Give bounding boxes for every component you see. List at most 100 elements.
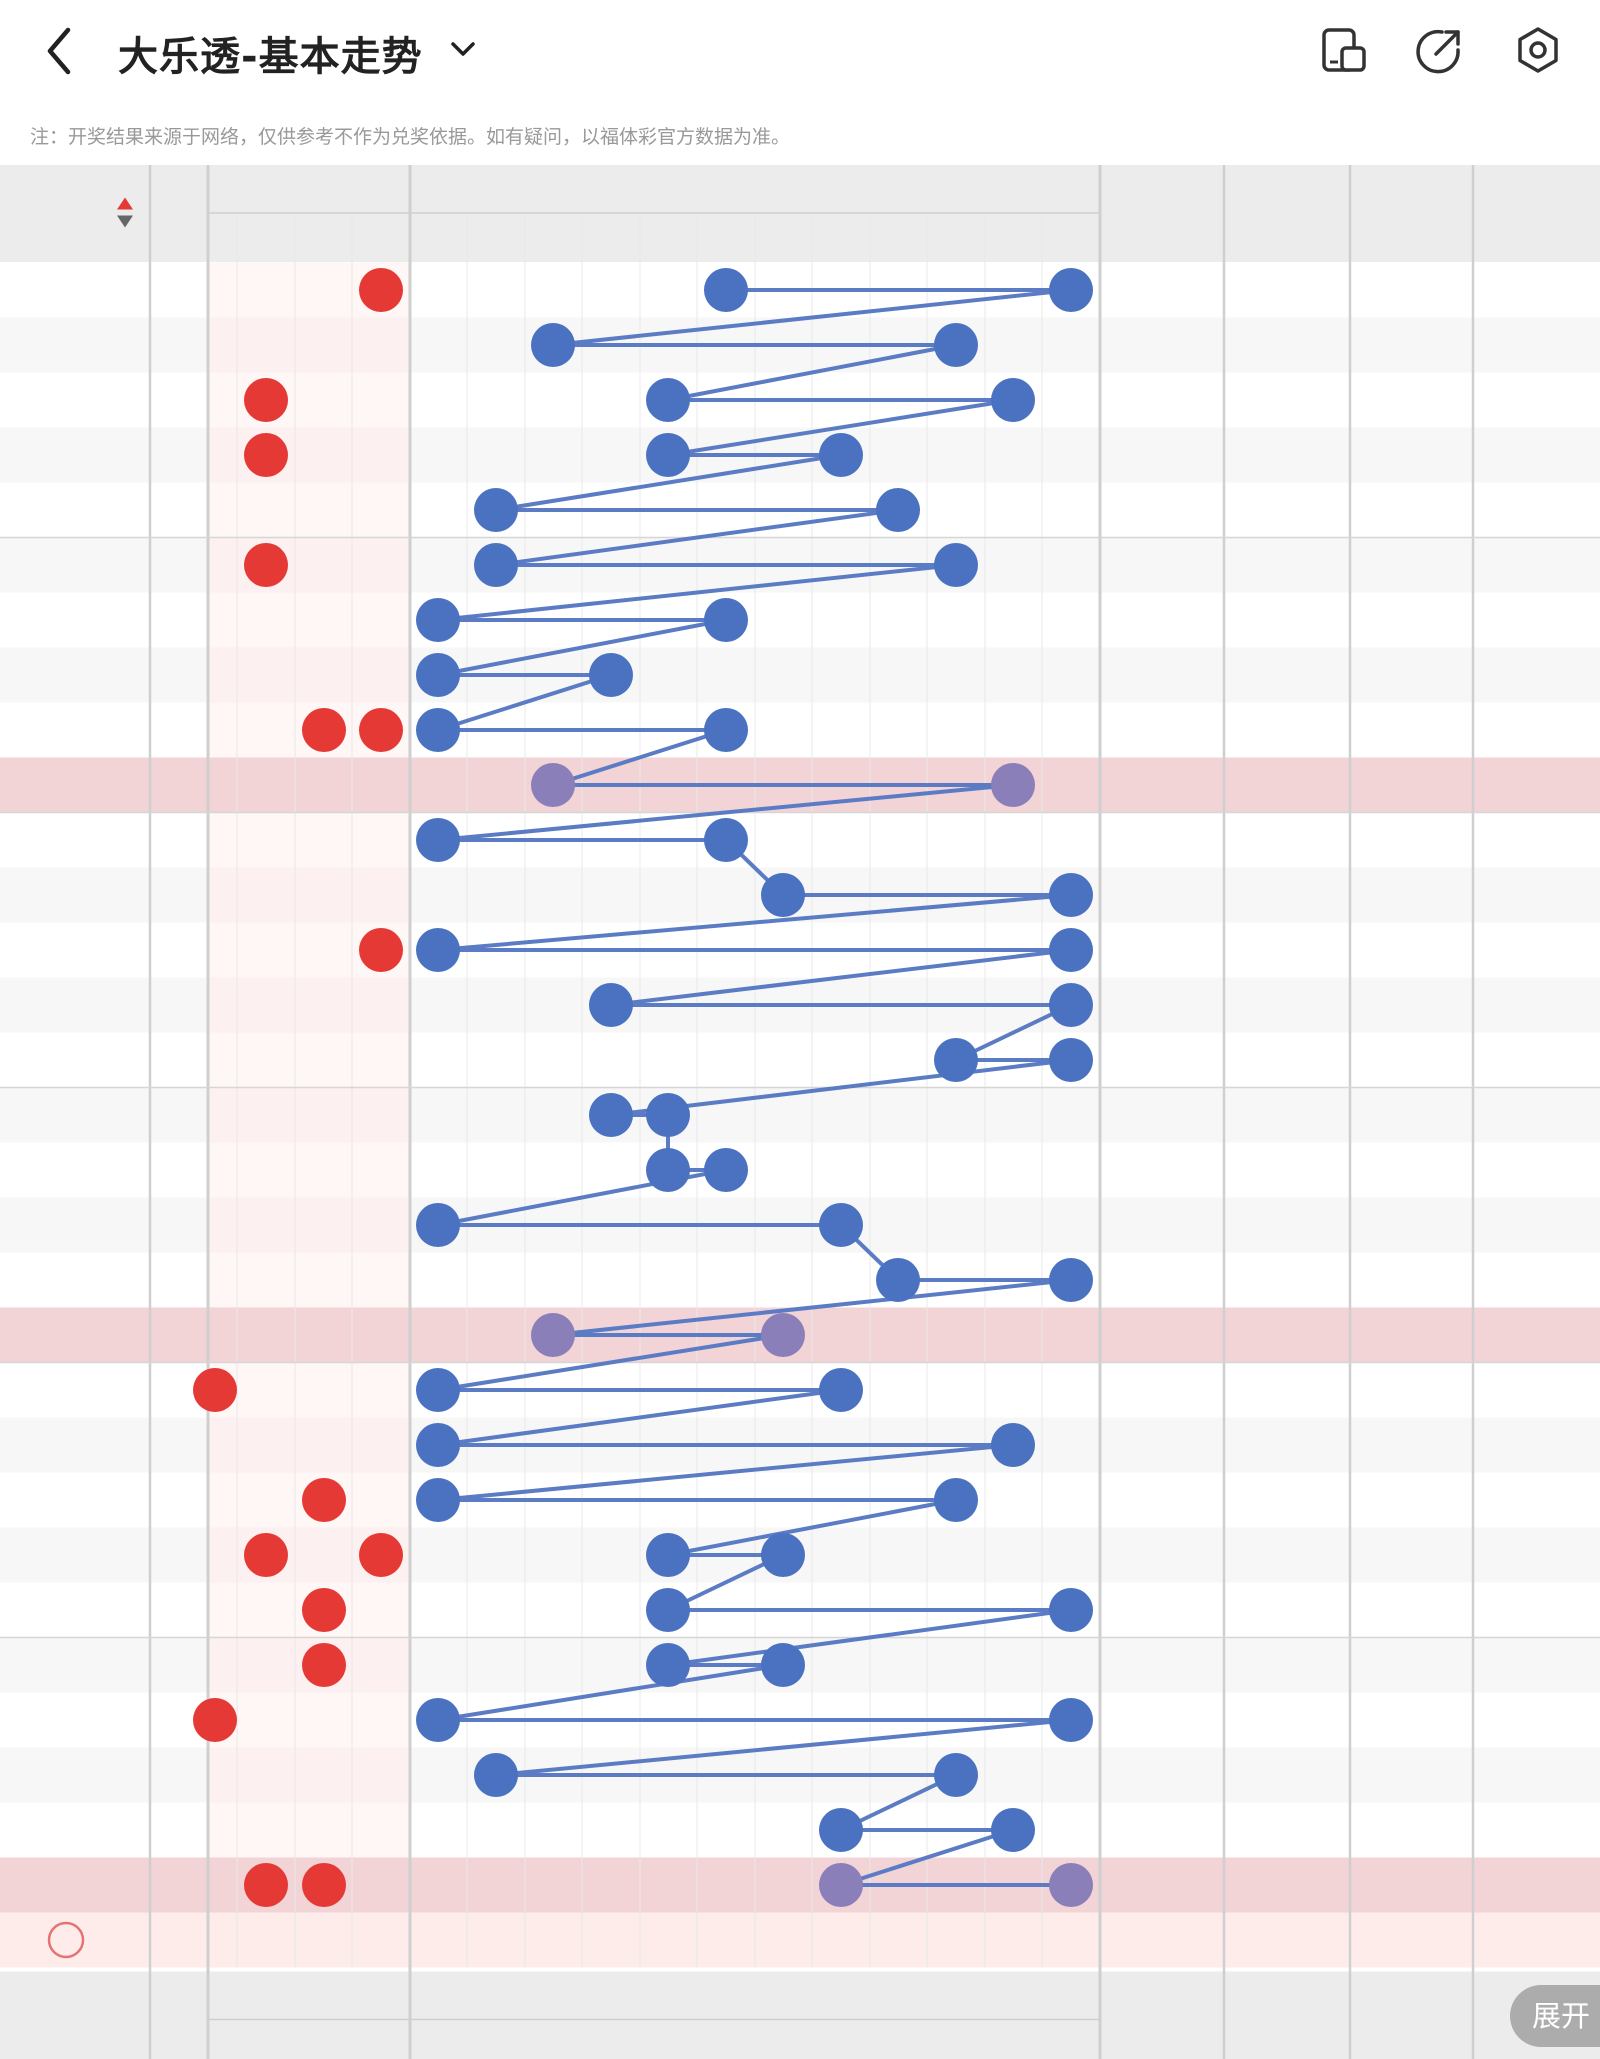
blue-ball[interactable] bbox=[1049, 1258, 1093, 1302]
blue-ball[interactable] bbox=[646, 1643, 690, 1687]
expand-button[interactable]: 展开 bbox=[1510, 1985, 1600, 2047]
front-ball[interactable] bbox=[244, 1533, 288, 1577]
front-ball[interactable] bbox=[359, 708, 403, 752]
blue-ball[interactable] bbox=[876, 488, 920, 532]
blue-ball[interactable] bbox=[991, 763, 1035, 807]
blue-ball[interactable] bbox=[819, 433, 863, 477]
blue-ball[interactable] bbox=[704, 1148, 748, 1192]
front-ball[interactable] bbox=[302, 1863, 346, 1907]
front-ball[interactable] bbox=[244, 543, 288, 587]
blue-ball[interactable] bbox=[1049, 928, 1093, 972]
blue-ball[interactable] bbox=[416, 1368, 460, 1412]
front-zone-bg bbox=[208, 647, 410, 703]
blue-ball[interactable] bbox=[531, 763, 575, 807]
front-ball[interactable] bbox=[302, 708, 346, 752]
front-ball[interactable] bbox=[244, 1863, 288, 1907]
blue-ball[interactable] bbox=[819, 1808, 863, 1852]
blue-ball[interactable] bbox=[934, 1753, 978, 1797]
blue-ball[interactable] bbox=[876, 1258, 920, 1302]
blue-ball[interactable] bbox=[474, 488, 518, 532]
front-zone-bg bbox=[208, 1252, 410, 1308]
chevron-left-icon[interactable] bbox=[40, 22, 80, 80]
front-ball[interactable] bbox=[359, 928, 403, 972]
blue-ball[interactable] bbox=[1049, 1588, 1093, 1632]
blue-ball[interactable] bbox=[646, 1148, 690, 1192]
share-export-icon[interactable] bbox=[1414, 24, 1466, 76]
device-rotate-icon[interactable] bbox=[1318, 24, 1370, 76]
front-col-clip bbox=[152, 263, 206, 1968]
blue-ball[interactable] bbox=[991, 1808, 1035, 1852]
front-zone-bg bbox=[208, 977, 410, 1033]
disclaimer-note: 注：开奖结果来源于网络，仅供参考不作为兑奖依据。如有疑问，以福体彩官方数据为准。 bbox=[30, 126, 791, 148]
front-zone-bg bbox=[208, 1417, 410, 1473]
blue-ball[interactable] bbox=[646, 433, 690, 477]
blue-ball[interactable] bbox=[704, 818, 748, 862]
settings-hexagon-icon[interactable] bbox=[1512, 24, 1564, 76]
blue-ball[interactable] bbox=[1049, 268, 1093, 312]
blue-ball[interactable] bbox=[991, 378, 1035, 422]
blue-ball[interactable] bbox=[1049, 983, 1093, 1027]
blue-ball[interactable] bbox=[531, 323, 575, 367]
blue-ball[interactable] bbox=[761, 1313, 805, 1357]
blue-ball[interactable] bbox=[416, 708, 460, 752]
front-zone-bg bbox=[208, 867, 410, 923]
blue-ball[interactable] bbox=[819, 1203, 863, 1247]
front-ball[interactable] bbox=[302, 1478, 346, 1522]
blue-ball[interactable] bbox=[474, 543, 518, 587]
page-title[interactable]: 大乐透-基本走势 bbox=[118, 34, 423, 80]
top-bar: 大乐透-基本走势 bbox=[0, 0, 1600, 105]
chevron-down-icon[interactable] bbox=[448, 34, 478, 64]
front-ball[interactable] bbox=[302, 1643, 346, 1687]
blue-ball[interactable] bbox=[934, 543, 978, 587]
blue-ball[interactable] bbox=[761, 1643, 805, 1687]
blue-ball[interactable] bbox=[934, 1038, 978, 1082]
front-ball[interactable] bbox=[359, 1533, 403, 1577]
front-zone-bg bbox=[208, 1142, 410, 1198]
blue-ball[interactable] bbox=[761, 873, 805, 917]
blue-ball[interactable] bbox=[704, 268, 748, 312]
blue-ball[interactable] bbox=[646, 1588, 690, 1632]
blue-ball[interactable] bbox=[416, 653, 460, 697]
front-ball[interactable] bbox=[302, 1588, 346, 1632]
blue-ball[interactable] bbox=[416, 1203, 460, 1247]
table-row[interactable] bbox=[0, 1857, 1600, 1913]
blue-ball[interactable] bbox=[934, 323, 978, 367]
blue-ball[interactable] bbox=[1049, 1038, 1093, 1082]
blue-ball[interactable] bbox=[589, 1093, 633, 1137]
blue-ball[interactable] bbox=[416, 1423, 460, 1467]
blue-ball[interactable] bbox=[704, 598, 748, 642]
blue-ball[interactable] bbox=[819, 1863, 863, 1907]
sort-down-icon[interactable] bbox=[117, 215, 133, 228]
blue-ball[interactable] bbox=[531, 1313, 575, 1357]
blue-ball[interactable] bbox=[819, 1368, 863, 1412]
front-zone-bg bbox=[208, 1087, 410, 1143]
blue-ball[interactable] bbox=[1049, 1863, 1093, 1907]
front-ball[interactable] bbox=[193, 1698, 237, 1742]
blue-ball[interactable] bbox=[646, 1533, 690, 1577]
blue-ball[interactable] bbox=[991, 1423, 1035, 1467]
front-ball[interactable] bbox=[359, 268, 403, 312]
front-zone-bg bbox=[208, 592, 410, 648]
sort-up-icon[interactable] bbox=[117, 197, 133, 210]
select-radio-icon[interactable] bbox=[47, 1921, 85, 1959]
front-ball[interactable] bbox=[193, 1368, 237, 1412]
blue-ball[interactable] bbox=[416, 1698, 460, 1742]
blue-ball[interactable] bbox=[416, 1478, 460, 1522]
blue-ball[interactable] bbox=[416, 818, 460, 862]
blue-ball[interactable] bbox=[1049, 873, 1093, 917]
blue-ball[interactable] bbox=[589, 653, 633, 697]
blue-ball[interactable] bbox=[934, 1478, 978, 1522]
blue-ball[interactable] bbox=[474, 1753, 518, 1797]
front-ball[interactable] bbox=[244, 378, 288, 422]
blue-ball[interactable] bbox=[416, 598, 460, 642]
blue-ball[interactable] bbox=[704, 708, 748, 752]
blue-ball[interactable] bbox=[589, 983, 633, 1027]
blue-ball[interactable] bbox=[646, 1093, 690, 1137]
blue-ball[interactable] bbox=[761, 1533, 805, 1577]
blue-ball[interactable] bbox=[1049, 1698, 1093, 1742]
blue-trend-line bbox=[436, 288, 1073, 1887]
blue-ball[interactable] bbox=[646, 378, 690, 422]
blue-ball[interactable] bbox=[416, 928, 460, 972]
front-ball[interactable] bbox=[244, 433, 288, 477]
